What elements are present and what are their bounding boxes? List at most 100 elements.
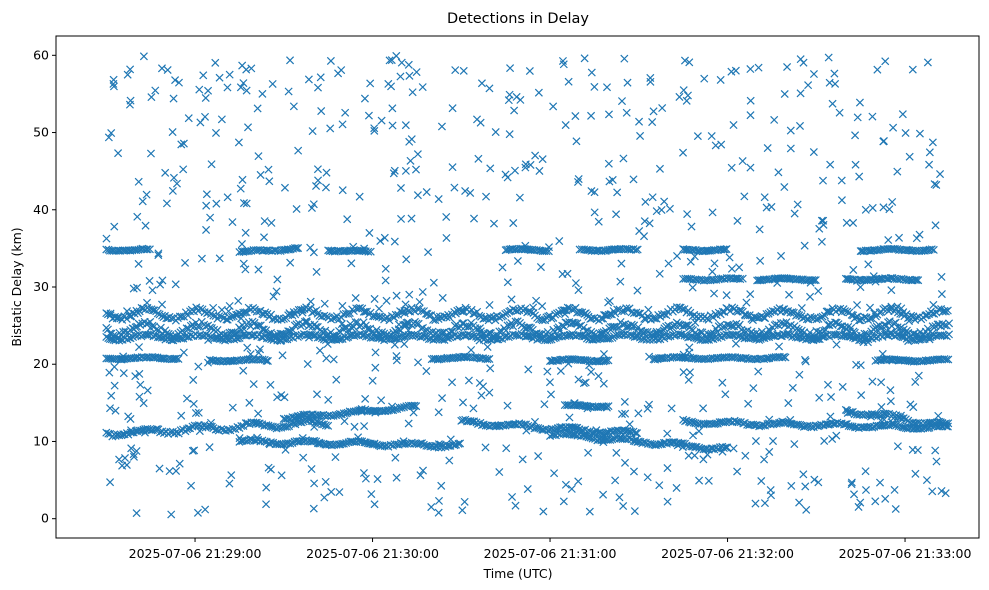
data-point [292, 320, 301, 329]
data-point [114, 149, 123, 158]
data-point [151, 86, 160, 95]
data-point [120, 430, 129, 439]
data-point [299, 453, 308, 462]
data-point [476, 118, 485, 127]
data-point [142, 298, 152, 307]
data-point [303, 359, 312, 369]
data-point [550, 469, 559, 478]
data-point [245, 398, 254, 407]
data-point [536, 263, 545, 272]
data-point [884, 236, 893, 245]
data-point [309, 331, 318, 340]
data-point [912, 275, 921, 284]
data-point [123, 70, 132, 79]
data-point [599, 350, 608, 359]
data-point [451, 66, 460, 75]
data-point [648, 193, 657, 202]
data-point [239, 199, 248, 208]
data-point [308, 437, 317, 446]
data-point [861, 205, 870, 214]
data-point [709, 313, 718, 322]
data-point [893, 323, 902, 332]
data-point [870, 332, 879, 341]
data-point [559, 497, 568, 506]
data-point [757, 476, 766, 486]
data-point [253, 433, 262, 442]
data-point [286, 439, 295, 448]
data-point [734, 418, 743, 427]
data-point [434, 508, 443, 517]
data-point [560, 310, 569, 319]
data-point [364, 247, 373, 256]
data-point [735, 263, 744, 272]
data-point [266, 380, 275, 389]
data-point [629, 175, 638, 184]
data-point [338, 301, 347, 310]
data-point [310, 436, 319, 445]
data-point [155, 464, 164, 473]
data-point [506, 64, 515, 73]
data-point [273, 275, 282, 284]
data-point [189, 399, 198, 408]
data-point [329, 355, 338, 364]
data-point [314, 176, 323, 185]
x-tick-label: 2025-07-06 21:30:00 [306, 546, 439, 561]
data-point [233, 334, 242, 343]
data-point [339, 439, 348, 448]
data-point [678, 443, 687, 452]
data-point [838, 382, 847, 391]
data-point [937, 486, 946, 496]
y-tick-label: 40 [33, 202, 49, 217]
data-point [615, 493, 624, 502]
data-point [683, 210, 692, 219]
data-point [242, 86, 251, 95]
data-point [310, 422, 319, 431]
data-point [454, 332, 463, 341]
data-point [516, 95, 525, 104]
data-point [437, 122, 446, 131]
data-point [898, 333, 907, 342]
data-point [943, 306, 952, 315]
data-point [381, 314, 390, 323]
data-point [774, 168, 783, 177]
data-point [194, 362, 203, 371]
data-point [236, 83, 245, 92]
data-point [177, 140, 186, 149]
data-point [511, 306, 520, 315]
data-point [579, 379, 588, 388]
data-point [115, 455, 124, 464]
data-point [708, 208, 717, 217]
data-point [375, 304, 384, 313]
data-point [360, 94, 369, 103]
data-point [934, 411, 943, 420]
data-point [473, 307, 482, 316]
data-point [793, 200, 802, 209]
data-point [288, 326, 297, 335]
data-point [313, 165, 322, 174]
data-point [418, 287, 427, 296]
data-point [167, 314, 176, 323]
data-point [881, 494, 890, 503]
data-point [727, 264, 736, 273]
data-point [281, 445, 290, 454]
data-point [879, 137, 888, 146]
data-point [345, 309, 354, 318]
data-point [692, 442, 701, 451]
data-point [361, 394, 370, 403]
data-point [280, 183, 289, 192]
data-point [623, 78, 632, 87]
data-point [225, 479, 234, 488]
data-point [415, 297, 424, 306]
data-point [109, 82, 118, 91]
data-point [119, 369, 128, 378]
data-point [377, 116, 386, 125]
data-point [132, 509, 141, 518]
data-point [254, 152, 263, 161]
data-point [434, 195, 443, 204]
data-point [286, 56, 295, 65]
data-point [682, 96, 691, 105]
data-point [215, 254, 224, 263]
data-point [133, 212, 142, 221]
data-point [804, 81, 813, 90]
